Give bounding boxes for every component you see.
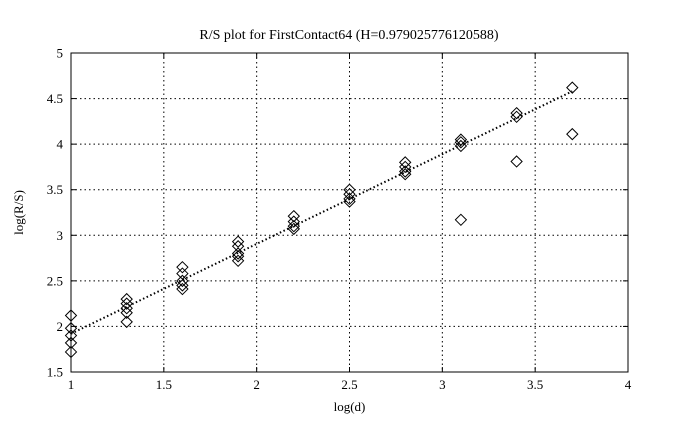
y-axis-label: log(R/S) [11, 190, 26, 235]
y-tick-label: 3.5 [47, 182, 63, 197]
x-tick-label: 2.5 [341, 377, 357, 392]
x-tick-label: 1.5 [156, 377, 172, 392]
x-tick-label: 3.5 [527, 377, 543, 392]
data-point [566, 127, 579, 141]
y-tick-label: 5 [57, 46, 64, 61]
data-point [398, 168, 412, 181]
data-point [176, 279, 189, 292]
data-point [176, 260, 189, 274]
y-tick-label: 1.5 [47, 365, 63, 380]
fit-line-group [70, 90, 573, 335]
data-point [287, 219, 301, 233]
y-tick-label: 2.5 [47, 273, 63, 288]
data-point [176, 274, 189, 288]
data-point [343, 183, 356, 196]
data-point [454, 139, 468, 153]
data-point [120, 315, 133, 329]
data-point [398, 165, 412, 178]
y-tick-label: 3 [57, 228, 64, 243]
data-point [64, 309, 78, 322]
data-point [398, 156, 412, 169]
data-point [64, 345, 78, 359]
axis-ticks: 1 1.5 2 2.5 3 3.5 4 1.5 2 2.5 3 3.5 4 4.5 5 [47, 46, 632, 393]
data-point [120, 306, 133, 319]
x-axis-label: log(d) [334, 399, 366, 414]
x-tick-label: 4 [625, 377, 632, 392]
data-markers [64, 81, 579, 359]
data-point [343, 192, 356, 206]
data-point [287, 215, 301, 228]
data-point [64, 329, 78, 342]
data-point [176, 267, 189, 280]
data-point [454, 213, 468, 226]
data-point [454, 136, 468, 149]
data-point [64, 322, 78, 335]
data-point [287, 209, 301, 223]
data-point [510, 155, 523, 168]
chart-title: R/S plot for FirstContact64 (H=0.9790257… [199, 28, 499, 43]
y-tick-label: 4.5 [47, 91, 63, 106]
data-point [231, 247, 245, 260]
data-point [343, 195, 356, 208]
data-point [510, 110, 523, 124]
data-point [454, 133, 468, 146]
data-point [120, 297, 133, 310]
data-point [231, 254, 245, 268]
data-point [176, 282, 189, 296]
data-point [566, 81, 579, 94]
data-point [287, 222, 301, 236]
fit-line [70, 90, 573, 335]
data-point [510, 106, 523, 120]
data-point [231, 235, 245, 248]
data-point [398, 160, 412, 174]
y-tick-label: 4 [57, 137, 64, 152]
data-point [343, 188, 356, 201]
x-tick-label: 3 [439, 377, 446, 392]
y-tick-label: 2 [57, 319, 64, 334]
grid-lines [71, 53, 628, 372]
x-tick-label: 1 [68, 377, 75, 392]
data-point [231, 250, 245, 263]
data-point [231, 240, 245, 253]
data-point [64, 336, 78, 350]
x-tick-label: 2 [253, 377, 260, 392]
data-point [120, 301, 133, 315]
data-point [120, 292, 133, 306]
